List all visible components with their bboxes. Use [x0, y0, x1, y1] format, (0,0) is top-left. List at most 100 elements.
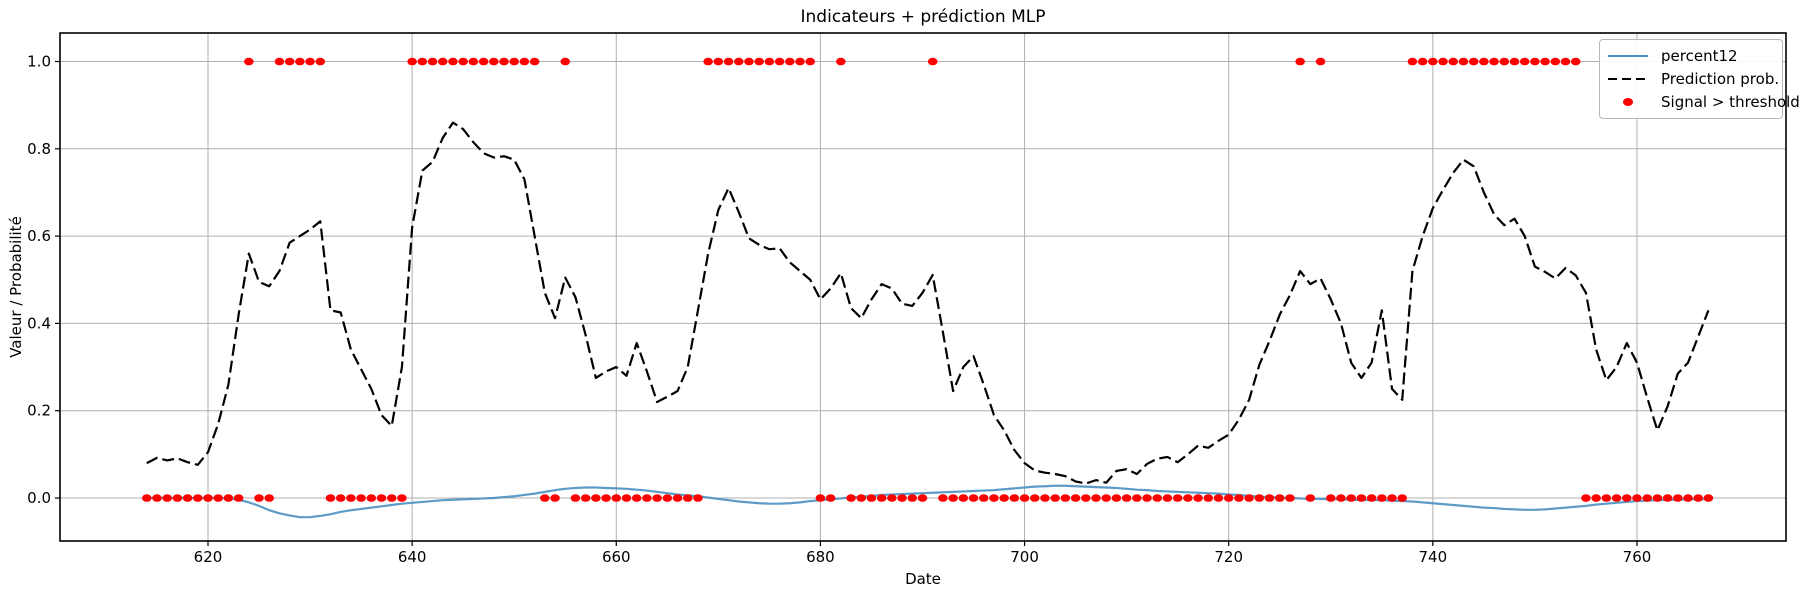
signal-dot [723, 57, 734, 66]
signal-dot [1438, 57, 1448, 66]
signal-dot [223, 494, 234, 502]
signal-dot [774, 57, 785, 66]
percent12-line [146, 484, 1709, 519]
signal-dot [192, 494, 203, 502]
x-tick-label: 720 [1214, 548, 1243, 566]
signal-dot [631, 494, 642, 502]
legend-label: Prediction prob. [1661, 69, 1780, 88]
signal-dot [662, 494, 673, 502]
signal-dot [948, 494, 958, 502]
signal-dot [733, 57, 744, 66]
signal-dot [1264, 494, 1275, 502]
signal-dot [1203, 494, 1214, 502]
x-tick-label: 680 [806, 548, 835, 566]
signal-dot [162, 494, 172, 502]
signal-dot [1397, 494, 1408, 502]
signal-dot [152, 494, 162, 502]
signal-dot [764, 57, 775, 66]
signal-dot [1632, 494, 1642, 502]
signal-dot [1366, 494, 1377, 502]
x-tick-label: 760 [1623, 548, 1652, 566]
signal-dot [468, 57, 479, 66]
legend-label: Signal > threshold [1661, 93, 1800, 112]
signal-dot [713, 57, 724, 66]
signal-dot [437, 57, 448, 66]
signal-dot [1285, 494, 1295, 502]
signal-dot [295, 57, 305, 66]
signal-dot [744, 57, 754, 66]
signal-dot [540, 494, 550, 502]
signal-dot [386, 494, 397, 502]
signal-dot [335, 494, 346, 502]
x-tick-label: 660 [602, 548, 631, 566]
signal-dot [927, 57, 938, 66]
signal-dot [795, 57, 805, 66]
signal-dot [1172, 494, 1183, 502]
signal-dot [1019, 494, 1030, 502]
signal-dot [887, 494, 897, 502]
signal-dot [1091, 494, 1101, 502]
signal-dot [509, 57, 520, 66]
y-tick-label: 0.4 [27, 314, 51, 332]
signal-dot [1652, 494, 1663, 502]
signal-dot [1489, 57, 1499, 66]
signal-dot [968, 494, 979, 502]
signal-dot [1611, 494, 1622, 502]
signal-dot [703, 57, 713, 66]
signal-dot [1305, 494, 1316, 502]
signal-dot [1274, 494, 1285, 502]
signal-dot [1530, 57, 1540, 66]
signal-dot [356, 494, 366, 502]
x-tick-label: 700 [1010, 548, 1039, 566]
signal-dot [1570, 57, 1581, 66]
signal-dot [989, 494, 999, 502]
signal-dot [1550, 57, 1561, 66]
signal-dot [284, 57, 295, 66]
signal-dot [1111, 494, 1122, 502]
signal-dot [805, 57, 816, 66]
signal-dot [1703, 494, 1714, 502]
signal-dot [601, 494, 611, 502]
signal-dot [427, 57, 438, 66]
signal-dot [1458, 57, 1469, 66]
signal-dot [1499, 57, 1510, 66]
signal-dot [1029, 494, 1040, 502]
signal-dot [274, 57, 285, 66]
signal-dot [1673, 494, 1683, 502]
signal-dot [1223, 494, 1234, 502]
legend-item-percent12: percent12 [1608, 44, 1774, 67]
signal-dot [1519, 57, 1530, 66]
signal-dot [417, 57, 428, 66]
signal-dot [1336, 494, 1346, 502]
signal-dot [917, 494, 928, 502]
signal-dot [1417, 57, 1428, 66]
signal-dot [611, 494, 622, 502]
x-tick-label: 740 [1419, 548, 1448, 566]
signal-dot [1162, 494, 1173, 502]
y-tick-label: 0.0 [27, 489, 51, 507]
signal-dot [213, 494, 224, 502]
signal-dot [1213, 494, 1224, 502]
signal-dot [1377, 494, 1387, 502]
signal-dot [1050, 494, 1060, 502]
signal-dot [1183, 494, 1193, 502]
plot-border [59, 32, 1787, 542]
signal-dot [754, 57, 764, 66]
y-tick-label: 0.6 [27, 227, 51, 245]
signal-dot [1193, 494, 1203, 502]
signal-dot [1234, 494, 1244, 502]
signal-dot [580, 494, 591, 502]
legend: percent12 Prediction prob. Signal > thre… [1599, 39, 1800, 119]
signal-dot [978, 494, 989, 502]
signal-dot [1621, 494, 1632, 502]
signal-dot [621, 494, 632, 502]
x-tick-label: 640 [398, 548, 427, 566]
signal-dot [1479, 57, 1489, 66]
signal-dot [550, 494, 560, 502]
signal-dot [1081, 494, 1091, 502]
signal-dot [458, 57, 468, 66]
signal-dot [244, 57, 254, 66]
signal-dot [784, 57, 795, 66]
